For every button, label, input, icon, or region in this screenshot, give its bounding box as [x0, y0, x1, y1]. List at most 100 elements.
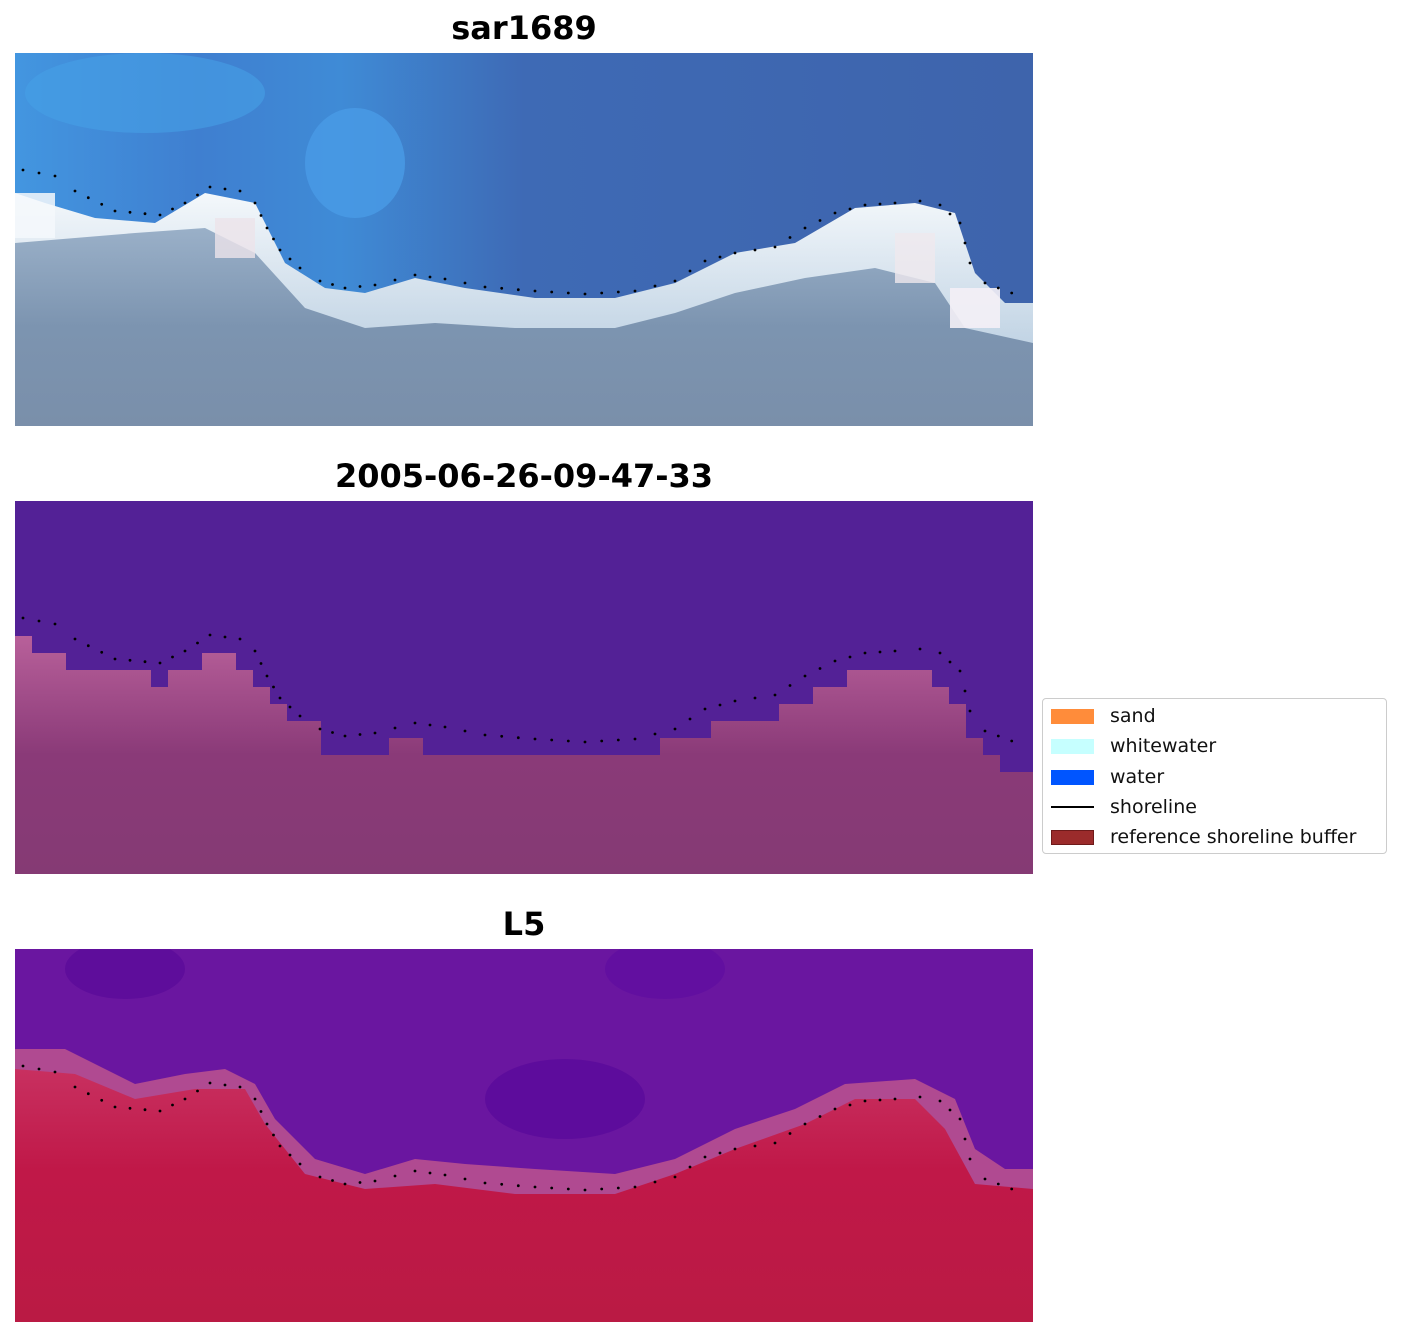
shoreline-dot [938, 651, 942, 655]
shoreline-dot [265, 674, 269, 678]
shoreline-dot [100, 202, 104, 206]
shoreline-dot [968, 261, 972, 265]
classification-panel [15, 501, 1033, 874]
shoreline-dot [688, 269, 692, 273]
shoreline-dot [463, 729, 467, 733]
shoreline-dot [143, 212, 147, 216]
shoreline-dot [893, 649, 897, 653]
shoreline-dot [331, 1179, 334, 1182]
shoreline-dot [318, 279, 322, 283]
shoreline-dot [753, 696, 757, 700]
shoreline-dot [21, 168, 25, 172]
shoreline-dot [688, 1165, 692, 1169]
rgb-image [15, 53, 1033, 426]
shoreline-dot [413, 721, 417, 725]
shoreline-dot [183, 649, 187, 653]
shoreline-dot [358, 733, 362, 736]
shoreline-dot [428, 1171, 432, 1175]
shoreline-dot [773, 245, 777, 249]
shoreline-dot [171, 1103, 174, 1107]
shoreline-dot [516, 288, 520, 292]
shoreline-dot [918, 1095, 922, 1099]
shoreline-dot [272, 1133, 275, 1137]
shoreline-dot [600, 1187, 604, 1191]
shoreline-dot [878, 650, 882, 654]
shoreline-dot [343, 286, 347, 290]
shoreline-dot [463, 281, 467, 285]
classification-image [15, 501, 1033, 874]
shoreline-dot [818, 219, 822, 222]
shoreline-dot [653, 732, 657, 736]
shoreline-dot [818, 1115, 822, 1118]
shoreline-dot [983, 281, 987, 285]
shoreline-dot [223, 1083, 227, 1087]
shoreline-dot [253, 201, 257, 205]
shoreline-dot [259, 662, 263, 665]
shoreline-dots [21, 1064, 1014, 1192]
shoreline-dot [428, 275, 432, 279]
shoreline-dot [963, 241, 967, 245]
shoreline-dot [583, 1188, 587, 1192]
shoreline-dot [253, 649, 257, 653]
shoreline-dot [171, 655, 174, 659]
shoreline-dot [878, 1098, 882, 1102]
shoreline-dot [983, 1177, 987, 1181]
shoreline-dot [128, 1106, 132, 1110]
shoreline-dot [733, 699, 737, 703]
shoreline-dot [259, 214, 263, 217]
shoreline-dot [583, 292, 587, 296]
shoreline-dot [583, 740, 587, 744]
shoreline-dot [318, 1175, 322, 1179]
shoreline-dot [863, 651, 867, 655]
shoreline-dot [550, 738, 554, 742]
sand-swatch [1051, 708, 1094, 724]
reference-buffer-swatch [1051, 829, 1094, 845]
whitewater-swatch [1051, 738, 1094, 754]
shoreline-dot [428, 723, 432, 727]
shoreline-dot [983, 729, 987, 733]
panel-title-index: L5 [502, 905, 546, 943]
shoreline-dot [948, 212, 952, 216]
shoreline-dot [616, 1186, 620, 1190]
shoreline-dot [393, 726, 397, 730]
shoreline-dot [443, 1173, 447, 1177]
shoreline-dot [653, 1180, 657, 1184]
shoreline-dot [113, 209, 117, 213]
shoreline-dot [463, 1177, 467, 1181]
shoreline-dot [733, 1147, 737, 1151]
legend-label-reference-buffer: reference shoreline buffer [1110, 826, 1357, 848]
shoreline-dot [818, 667, 822, 670]
shoreline-dot [788, 1132, 792, 1135]
shoreline-dot [158, 661, 162, 665]
shoreline-dot [373, 283, 377, 287]
shoreline-dot [803, 1122, 807, 1126]
shoreline-dot [863, 203, 867, 207]
shoreline-dot [803, 674, 807, 678]
shoreline-dot [718, 703, 722, 707]
shoreline-dot [653, 284, 657, 288]
shoreline-dot [298, 714, 302, 718]
shoreline-dot [113, 1105, 117, 1109]
shoreline-dot [238, 1085, 242, 1089]
shoreline-dot [21, 616, 25, 620]
shoreline-dot [183, 1097, 187, 1101]
shoreline-dot [600, 291, 604, 295]
shoreline-dot [298, 266, 302, 270]
shoreline-dot [373, 731, 377, 735]
shoreline-dot [343, 1182, 347, 1186]
shoreline-dot [37, 171, 41, 175]
shoreline-dot [171, 207, 174, 211]
shoreline-dot [500, 286, 504, 290]
shoreline-dot [848, 207, 852, 211]
index-image [15, 949, 1033, 1322]
shoreline-dot [968, 709, 972, 713]
shoreline-dot [343, 734, 347, 738]
shoreline-dot [196, 193, 199, 197]
shoreline-dot [703, 1155, 707, 1159]
shoreline-dot [616, 290, 620, 294]
shoreline-dot [996, 286, 1000, 290]
rgb-image-panel [15, 53, 1033, 426]
shoreline-dot [265, 226, 269, 230]
shoreline-dot [158, 213, 162, 217]
shoreline-dot [948, 660, 952, 664]
